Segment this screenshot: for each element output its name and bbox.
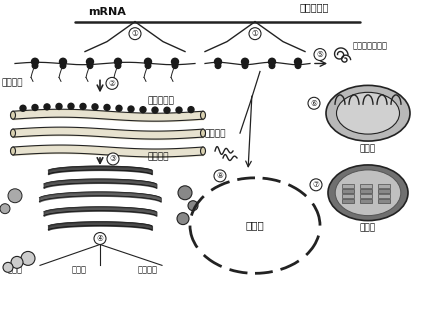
Text: 叶绿体: 叶绿体 <box>359 223 375 233</box>
Circle shape <box>144 58 151 65</box>
Text: ①: ① <box>251 29 258 38</box>
Circle shape <box>32 105 38 111</box>
Bar <box>359 194 371 198</box>
Circle shape <box>0 204 10 214</box>
Circle shape <box>187 107 193 113</box>
Circle shape <box>213 170 225 182</box>
Circle shape <box>178 186 192 200</box>
Bar <box>359 189 371 193</box>
Circle shape <box>11 256 23 268</box>
Ellipse shape <box>11 129 15 137</box>
Circle shape <box>140 107 146 113</box>
Ellipse shape <box>336 92 399 134</box>
Text: ①: ① <box>131 29 138 38</box>
Ellipse shape <box>11 147 15 155</box>
Bar <box>359 199 371 203</box>
Text: 信号序列: 信号序列 <box>2 78 23 87</box>
Circle shape <box>176 107 181 113</box>
Circle shape <box>242 63 247 68</box>
Text: ⑧: ⑧ <box>216 171 223 181</box>
Circle shape <box>294 58 301 65</box>
Circle shape <box>294 63 300 68</box>
Circle shape <box>60 63 66 68</box>
Circle shape <box>32 63 37 68</box>
Bar <box>377 184 389 188</box>
Text: ⑦: ⑦ <box>312 180 319 189</box>
Ellipse shape <box>200 111 205 119</box>
Circle shape <box>268 58 275 65</box>
Circle shape <box>177 213 189 225</box>
Circle shape <box>313 49 325 60</box>
Ellipse shape <box>325 85 409 141</box>
Circle shape <box>215 63 220 68</box>
Circle shape <box>20 105 26 111</box>
Circle shape <box>68 103 74 109</box>
Text: 溶酶体: 溶酶体 <box>8 265 23 274</box>
Circle shape <box>172 63 177 68</box>
Circle shape <box>44 104 50 110</box>
Text: ④: ④ <box>96 234 103 243</box>
Text: 粗面内质网: 粗面内质网 <box>148 96 175 105</box>
Text: 膜蛋白: 膜蛋白 <box>72 265 87 274</box>
Circle shape <box>145 63 150 68</box>
Circle shape <box>3 262 13 272</box>
Bar <box>341 189 353 193</box>
Text: 细胞质基质: 细胞质基质 <box>299 2 328 12</box>
Circle shape <box>32 58 38 65</box>
Circle shape <box>248 28 260 40</box>
Ellipse shape <box>200 129 205 137</box>
Ellipse shape <box>200 147 205 155</box>
Ellipse shape <box>11 111 15 119</box>
Text: 细胞核: 细胞核 <box>245 220 264 231</box>
Circle shape <box>115 63 121 68</box>
Circle shape <box>21 251 35 265</box>
Text: 线粒体: 线粒体 <box>359 144 375 153</box>
Circle shape <box>59 58 66 65</box>
Circle shape <box>114 58 121 65</box>
Circle shape <box>152 107 158 113</box>
Bar <box>341 184 353 188</box>
Circle shape <box>106 78 118 89</box>
Circle shape <box>241 58 248 65</box>
Bar <box>359 184 371 188</box>
Circle shape <box>94 233 106 245</box>
Text: 胞质可溶性蛋白: 胞质可溶性蛋白 <box>352 42 387 50</box>
Bar <box>377 189 389 193</box>
Text: mRNA: mRNA <box>88 7 126 17</box>
Text: ③: ③ <box>109 154 116 163</box>
Circle shape <box>56 103 62 110</box>
Circle shape <box>87 63 92 68</box>
Bar <box>377 199 389 203</box>
Circle shape <box>104 105 110 111</box>
Ellipse shape <box>334 170 400 215</box>
Circle shape <box>128 106 134 112</box>
Circle shape <box>86 58 93 65</box>
Circle shape <box>307 97 319 109</box>
Circle shape <box>309 179 321 191</box>
Text: 高尔基体: 高尔基体 <box>148 152 169 161</box>
Circle shape <box>107 153 119 165</box>
Text: ⑥: ⑥ <box>310 99 317 108</box>
Circle shape <box>214 58 221 65</box>
Circle shape <box>80 103 86 109</box>
Bar <box>341 199 353 203</box>
Circle shape <box>116 105 122 111</box>
Text: ⑤: ⑤ <box>316 50 322 59</box>
Bar <box>341 194 353 198</box>
Text: ②: ② <box>108 79 115 88</box>
Text: 分泌蛋白: 分泌蛋白 <box>138 265 158 274</box>
Ellipse shape <box>327 165 407 221</box>
Circle shape <box>171 58 178 65</box>
Circle shape <box>269 63 274 68</box>
Circle shape <box>8 189 22 203</box>
Circle shape <box>164 107 170 113</box>
Text: 信号序列: 信号序列 <box>204 129 226 138</box>
Bar <box>377 194 389 198</box>
Circle shape <box>187 201 198 211</box>
Circle shape <box>129 28 141 40</box>
Circle shape <box>92 104 98 110</box>
